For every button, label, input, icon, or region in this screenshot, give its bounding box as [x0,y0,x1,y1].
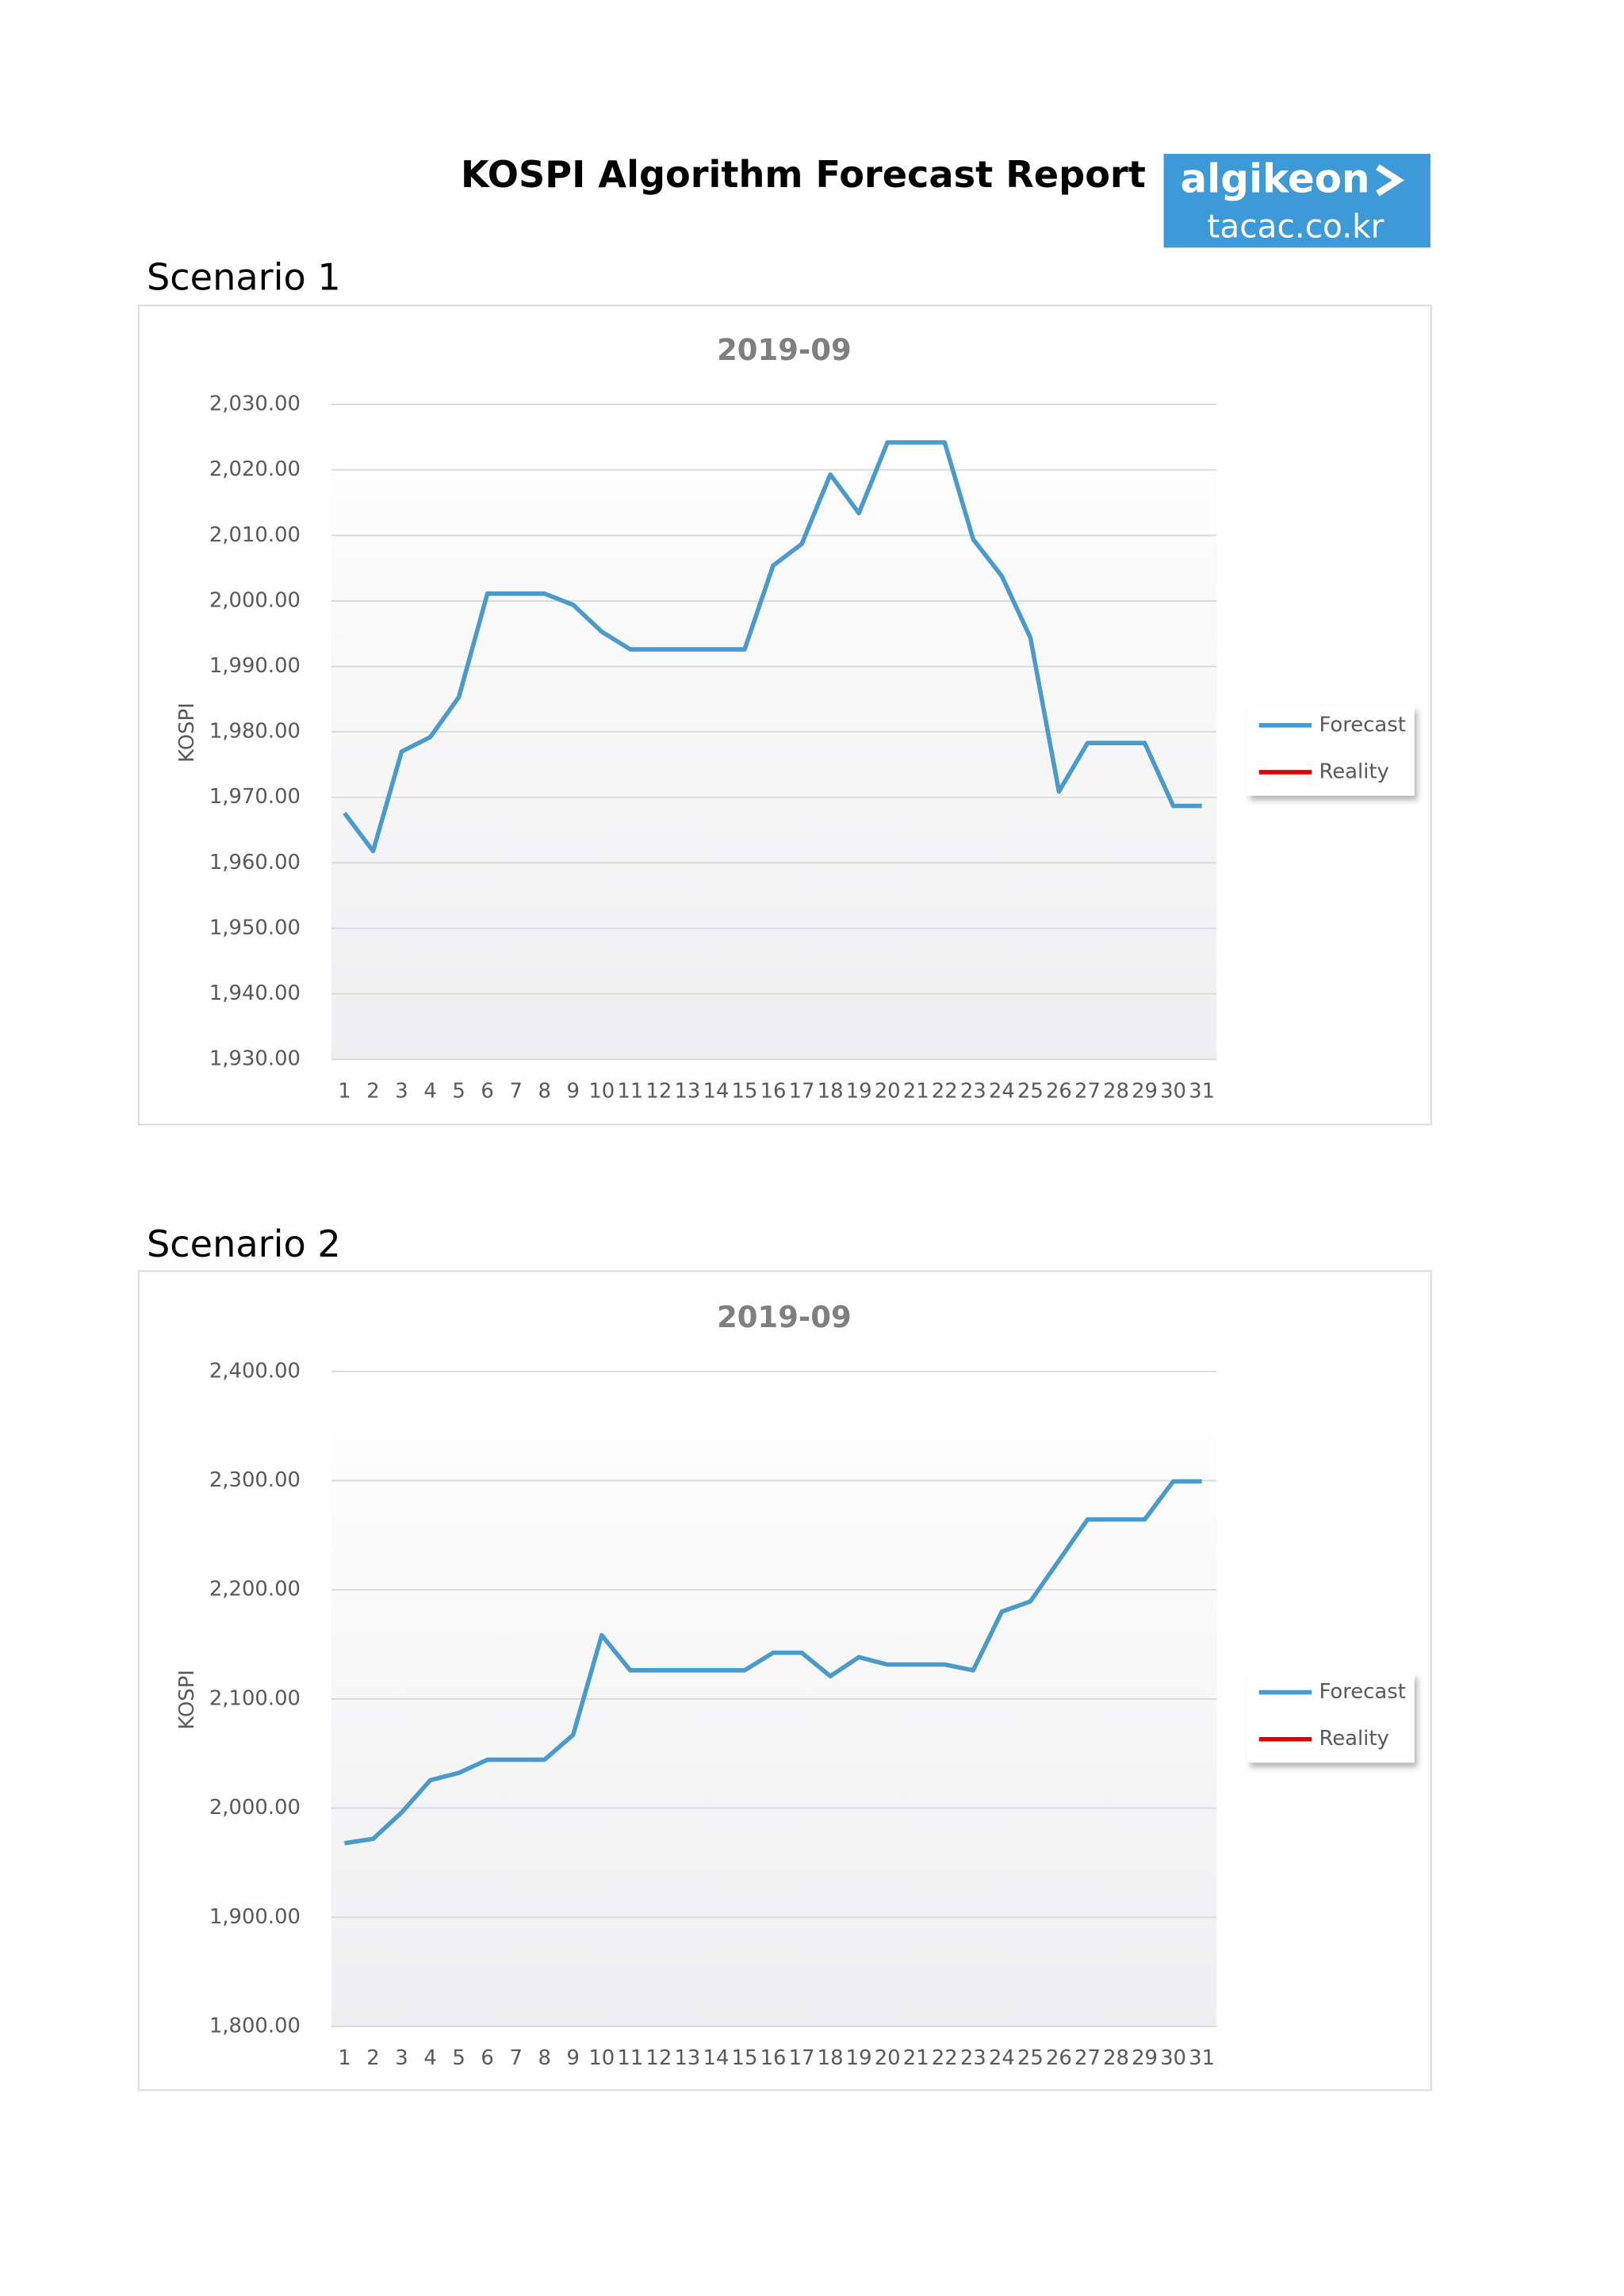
x-tick-label: 25 [1017,2046,1044,2070]
x-tick-label: 12 [645,1079,672,1103]
section-title: Scenario 2 [147,1223,341,1265]
x-tick-label: 10 [588,2046,615,2070]
x-tick-label: 2 [366,2046,379,2070]
y-tick-label: 1,930.00 [209,1047,301,1071]
x-tick-label: 29 [1132,1079,1158,1103]
x-tick-label: 21 [903,1079,929,1103]
x-tick-label: 17 [789,2046,815,2070]
x-tick-label: 12 [645,2046,672,2070]
x-tick-label: 8 [538,1079,550,1103]
x-tick-label: 3 [395,1079,408,1103]
y-tick-label: 2,000.00 [209,1796,301,1820]
x-tick-label: 6 [481,2046,493,2070]
x-tick-label: 20 [875,1079,901,1103]
x-tick-label: 30 [1160,2046,1186,2070]
series-line [343,440,1202,854]
legend-label: Forecast [1319,1680,1405,1704]
x-tick-label: 28 [1103,2046,1129,2070]
x-tick-label: 1 [338,2046,350,2070]
series-line [344,1479,1202,1846]
x-tick-label: 31 [1189,1079,1215,1103]
x-tick-label: 4 [423,1079,436,1103]
y-axis-label: KOSPI [175,702,199,763]
y-tick-label: 2,100.00 [209,1686,301,1710]
x-tick-label: 10 [588,1079,615,1103]
y-tick-label: 1,940.00 [209,982,301,1005]
x-tick-label: 9 [567,1079,580,1103]
x-tick-label: 29 [1132,2046,1158,2070]
x-tick-label: 18 [818,1079,844,1103]
x-tick-label: 5 [452,2046,465,2070]
legend-box [1247,706,1415,796]
x-tick-label: 25 [1017,1079,1044,1103]
x-tick-label: 11 [617,1079,643,1103]
x-tick-label: 15 [732,2046,758,2070]
x-tick-label: 16 [760,1079,787,1103]
x-tick-label: 27 [1074,1079,1101,1103]
logo-name: algikeon [1181,156,1370,202]
x-tick-label: 23 [960,2046,986,2070]
x-tick-label: 14 [703,2046,729,2070]
x-tick-label: 17 [789,1079,815,1103]
x-tick-label: 7 [509,2046,522,2070]
legend-label: Reality [1319,1727,1388,1751]
x-tick-label: 19 [846,1079,872,1103]
y-tick-label: 2,020.00 [209,457,301,481]
legend-label: Reality [1319,760,1388,783]
y-tick-label: 1,980.00 [209,720,301,744]
x-tick-label: 9 [567,2046,580,2070]
y-tick-label: 1,970.00 [209,785,301,809]
y-tick-label: 2,030.00 [209,392,301,416]
y-tick-label: 2,300.00 [209,1468,301,1492]
chart-title: 2019-09 [717,1300,852,1334]
x-tick-label: 1 [338,1079,350,1103]
report-title: KOSPI Algorithm Forecast Report [461,153,1146,196]
y-tick-label: 2,400.00 [209,1359,301,1383]
x-tick-label: 26 [1046,1079,1072,1103]
x-tick-label: 22 [932,1079,958,1103]
y-axis-label: KOSPI [175,1670,199,1730]
y-tick-label: 1,900.00 [209,1905,301,1929]
x-tick-label: 13 [674,2046,700,2070]
x-tick-label: 23 [960,1079,986,1103]
y-tick-label: 1,800.00 [209,2014,301,2038]
x-tick-label: 24 [989,1079,1015,1103]
x-tick-label: 22 [932,2046,958,2070]
x-tick-label: 11 [617,2046,643,2070]
x-tick-label: 26 [1046,2046,1072,2070]
y-tick-label: 2,010.00 [209,523,301,547]
x-tick-label: 21 [903,2046,929,2070]
chart-title: 2019-09 [717,333,852,367]
x-tick-label: 14 [703,1079,729,1103]
x-tick-label: 3 [395,2046,408,2070]
x-tick-label: 28 [1103,1079,1129,1103]
x-tick-label: 30 [1160,1079,1186,1103]
section-title: Scenario 1 [147,255,341,298]
y-tick-label: 1,990.00 [209,654,301,678]
x-tick-label: 15 [732,1079,758,1103]
x-tick-label: 7 [509,1079,522,1103]
x-tick-label: 27 [1074,2046,1101,2070]
x-tick-label: 20 [875,2046,901,2070]
legend-label: Forecast [1319,713,1405,737]
x-tick-label: 8 [538,2046,550,2070]
y-tick-label: 2,000.00 [209,588,301,612]
x-tick-label: 19 [846,2046,872,2070]
y-tick-label: 1,960.00 [209,851,301,874]
x-tick-label: 31 [1189,2046,1215,2070]
x-tick-label: 6 [481,1079,493,1103]
logo-chevron [1376,164,1404,197]
legend-box [1247,1673,1415,1763]
x-tick-label: 18 [818,2046,844,2070]
x-tick-label: 4 [423,2046,436,2070]
y-tick-label: 2,200.00 [209,1578,301,1601]
x-tick-label: 5 [452,1079,465,1103]
y-tick-label: 1,950.00 [209,916,301,939]
x-tick-label: 16 [760,2046,787,2070]
x-tick-label: 2 [366,1079,379,1103]
x-tick-label: 24 [989,2046,1015,2070]
logo-url: tacac.co.kr [1207,207,1384,245]
x-tick-label: 13 [674,1079,700,1103]
